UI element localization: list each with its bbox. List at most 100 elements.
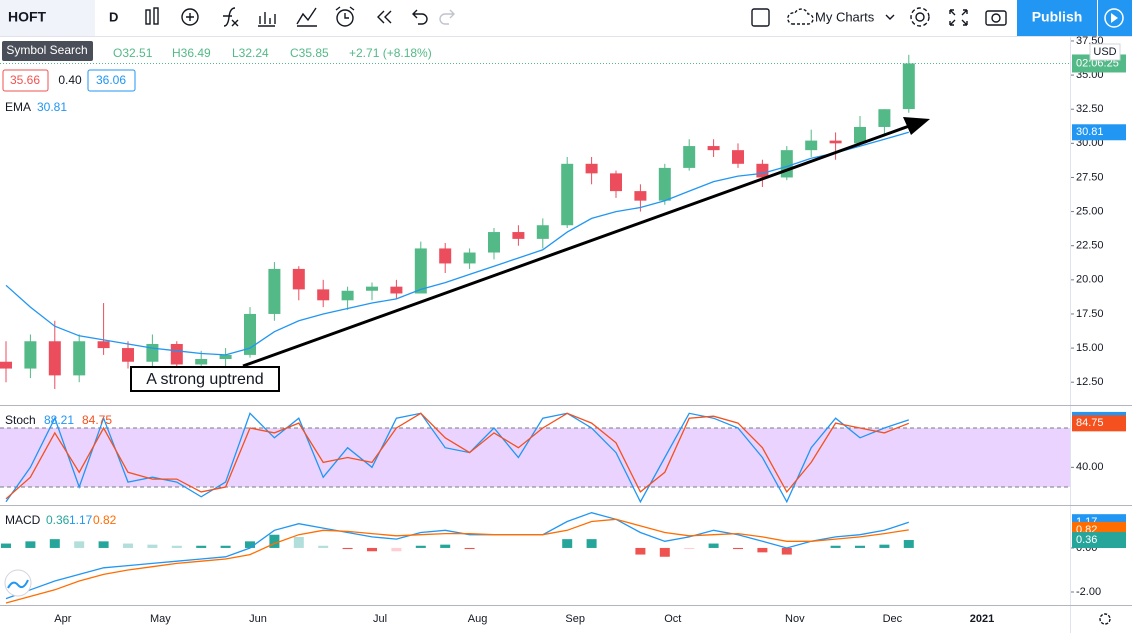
series-line [5,518,909,604]
histogram-bar [659,547,670,557]
histogram-bar [196,545,207,548]
histogram-bar [879,544,890,548]
publish-label[interactable]: Publish [1032,9,1083,25]
series-line [5,412,910,500]
series-line [5,131,909,356]
histogram-bar [342,547,353,550]
pane-legend: 0.36 [46,513,70,527]
y-tick-label: 27.50 [1076,171,1104,183]
publish-button[interactable] [1017,0,1097,36]
trend-arrow-head [903,117,930,135]
histogram-bar [220,545,231,548]
candle-body [268,268,281,314]
trend-line [242,123,913,368]
currency-bg [1089,43,1121,61]
histogram-bar [855,545,865,548]
y-tick-label: 40.00 [1076,461,1104,473]
candle-body [878,109,891,127]
candle-body [488,232,500,253]
interval[interactable]: D [109,9,118,24]
candle-body [756,163,769,178]
x-tick-label: Jun [249,613,267,625]
histogram-bar [781,547,792,555]
my-charts[interactable]: My Charts [815,9,875,24]
histogram-bar [171,545,182,548]
candle-body [219,354,232,359]
bid: 35.66 [10,73,40,87]
candle-body [732,150,744,164]
toolbar-icons[interactable] [145,6,1007,27]
candle-body [317,289,330,301]
candle-body [854,126,866,144]
stoch-axis-label: 84.75 [1076,417,1104,429]
replay-triangle [1111,13,1118,23]
candle-body [366,286,378,291]
histogram-bar [98,541,109,548]
y-tick-label: 32.50 [1076,103,1104,115]
y-tick-label: 25.00 [1076,205,1104,217]
stoch-band [0,428,1070,488]
candle-body [24,341,37,369]
settings-icon[interactable] [1099,613,1111,625]
tooltip-text: Symbol Search [6,43,87,57]
pane-title: MACD [5,513,41,527]
candle-body [292,268,305,290]
histogram-bar [25,541,36,548]
y-tick-label: -2.00 [1076,586,1101,598]
candle-body [463,252,476,264]
histogram-bar [74,541,85,548]
candle-body [707,146,720,151]
ohlc-legend: C35.85 [290,46,329,60]
annotation-box [130,366,280,392]
series-line [5,512,910,600]
histogram-bar [708,543,719,548]
histogram-bar [586,539,597,548]
ema-axis-label-bg [1072,124,1126,141]
candle-body [780,150,793,178]
candle-body [170,343,183,365]
y-tick-label: 17.50 [1076,308,1104,320]
candle-body [902,63,915,110]
histogram-bar [635,547,646,555]
ema-axis-label: 30.81 [1076,126,1104,138]
x-tick-label: Nov [785,613,805,625]
annotation: A strong uptrend [146,371,263,388]
histogram-bar [123,543,133,548]
x-tick-label: Sep [565,613,585,625]
bid-box[interactable] [2,69,49,92]
ohlc-legend: H36.49 [172,46,211,60]
histogram-bar [147,544,158,548]
histogram-bar [440,544,451,548]
x-tick-label: Jul [373,613,387,625]
candle-body [0,361,12,369]
logo-mark [7,579,29,589]
x-tick-label: 2021 [970,613,994,625]
candle-body [341,290,354,301]
histogram-bar [684,547,695,550]
symbol[interactable]: HOFT [8,9,47,25]
x-tick-label: Apr [54,613,71,625]
replay-icon[interactable] [1104,8,1124,28]
pane-legend: 0.82 [93,513,117,527]
candle-body [439,248,452,264]
ask: 36.06 [96,73,126,87]
symbol-box[interactable] [0,0,95,36]
y-tick-label: 15.00 [1076,342,1104,354]
histogram-bar [318,545,329,548]
ohlc-legend: O32.51 [113,46,153,60]
candle-body [390,286,403,294]
candle-body [146,343,159,362]
x-tick-label: Dec [883,613,903,625]
ema-legend-name: EMA [5,100,31,114]
candle-body [48,341,61,376]
candle-body [561,163,574,226]
histogram-bar [367,547,377,552]
ask-box[interactable] [87,69,136,92]
histogram-bar [1,543,11,548]
candle-body [122,348,134,362]
pane-title: Stoch [5,413,36,427]
pane-legend: 1.17 [69,513,93,527]
histogram-bar [830,545,841,548]
candle-body [414,248,427,294]
y-tick-label: 22.50 [1076,240,1104,252]
